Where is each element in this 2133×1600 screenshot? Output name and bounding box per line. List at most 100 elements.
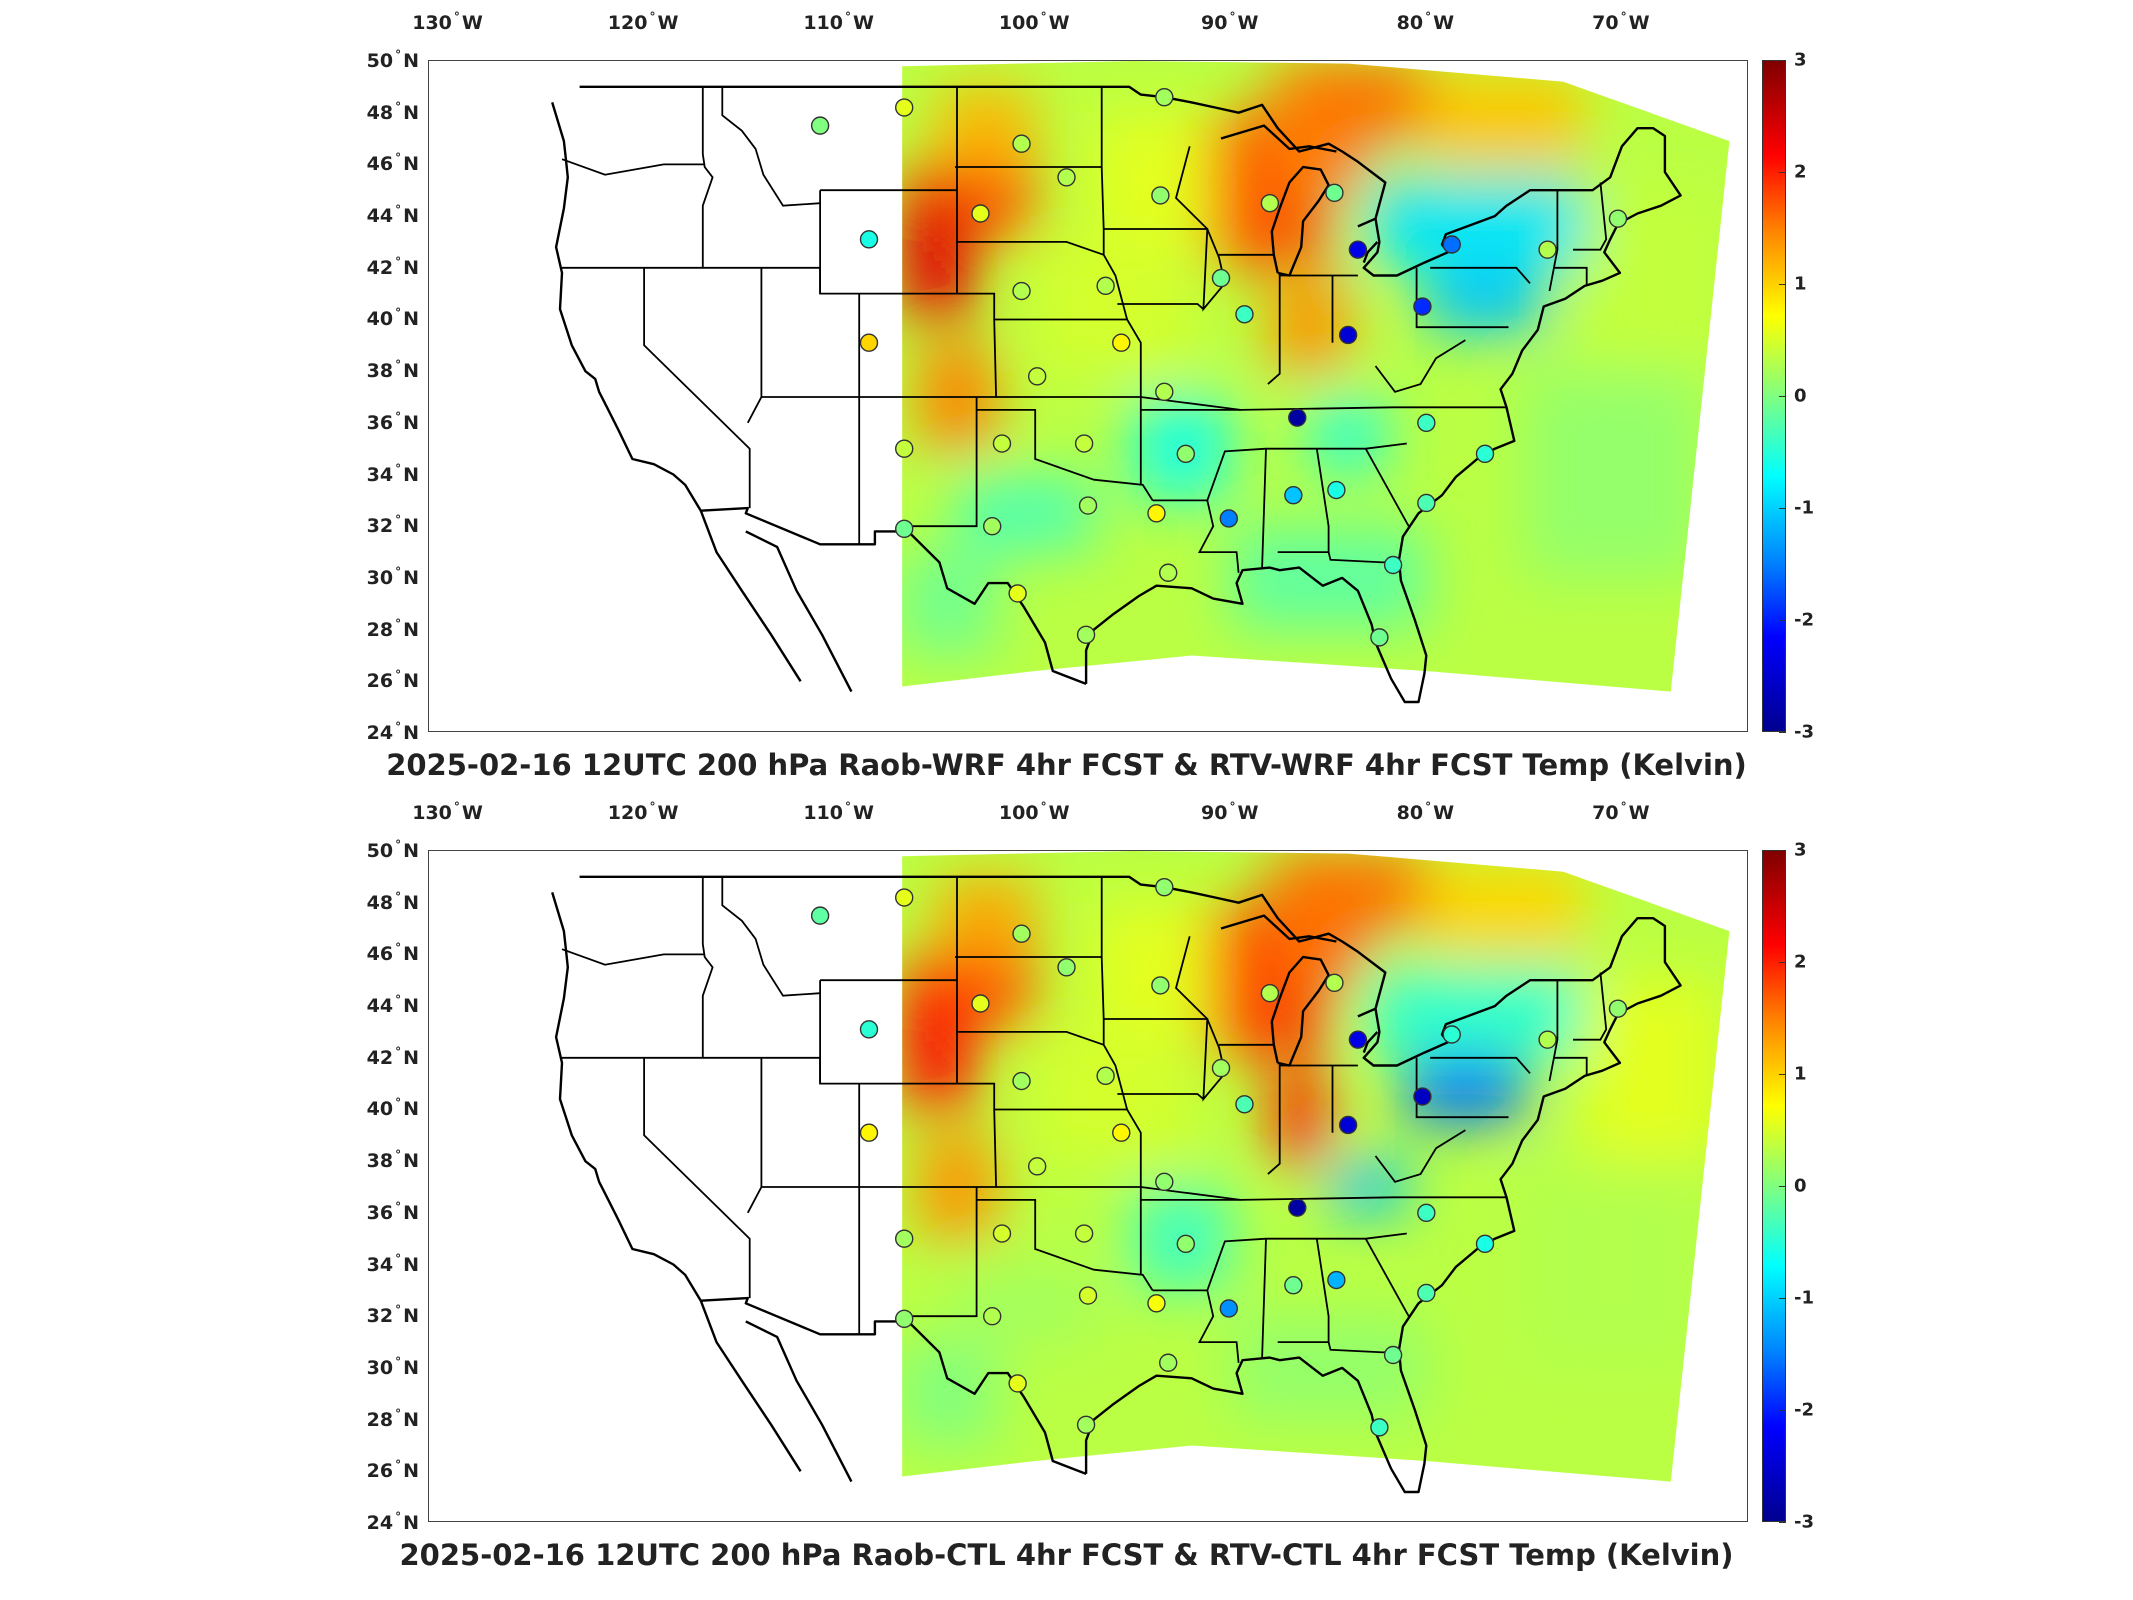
- raob-station-marker: [983, 517, 1002, 536]
- colorbar-tick-mark: [1779, 1410, 1786, 1411]
- lat-tick-label: 42 ° N: [366, 254, 419, 279]
- state-boundary: [721, 86, 821, 207]
- raob-station-marker: [1235, 1095, 1254, 1114]
- field-patch: [1582, 190, 1720, 372]
- state-boundary: [1206, 1232, 1407, 1291]
- field-patch: [902, 980, 977, 1110]
- raob-station-marker: [1260, 193, 1280, 213]
- raob-station-marker: [895, 519, 914, 539]
- raob-station-marker: [971, 994, 990, 1013]
- east-gulf-coastline: [579, 85, 1682, 704]
- lon-tick-label: 130 ° W: [412, 10, 483, 34]
- map-panel-bottom: 130 ° W 120 ° W 110 ° W 100 ° W 90 ° W 80 ° W 70 ° W 50 ° N 48 ° N…: [0, 790, 2133, 1580]
- raob-station-marker: [1327, 1270, 1346, 1290]
- raob-station-marker: [1027, 1157, 1047, 1176]
- field-patch: [902, 552, 997, 656]
- colorbar-tick-mark: [1779, 396, 1786, 397]
- raob-station-marker: [1096, 1066, 1115, 1086]
- state-boundary: [562, 266, 1128, 321]
- raob-station-marker: [1078, 496, 1098, 515]
- state-boundary: [701, 876, 714, 1058]
- raob-station-marker: [1348, 240, 1368, 259]
- field-patch: [1309, 397, 1388, 475]
- raob-station-marker: [1012, 1071, 1031, 1091]
- raob-station-marker: [1442, 1025, 1461, 1044]
- state-boundary: [561, 948, 705, 966]
- field-patch: [1328, 1161, 1407, 1213]
- lon-tick-label: 110 ° W: [803, 10, 874, 34]
- baja-coastline: [699, 510, 802, 682]
- state-boundary: [1430, 266, 1531, 284]
- raob-station-marker: [1383, 1345, 1403, 1365]
- raob-station-marker: [1284, 486, 1303, 505]
- great-lakes-shore: [1220, 124, 1337, 153]
- lat-tick-label: 38 ° N: [366, 1148, 419, 1173]
- raob-station-marker: [1155, 87, 1174, 107]
- raob-station-marker: [895, 98, 914, 117]
- state-boundary: [643, 267, 751, 509]
- field-patch: [1309, 61, 1427, 139]
- raob-station-marker: [1538, 240, 1557, 259]
- raob-station-marker: [1112, 1123, 1131, 1142]
- state-boundary: [1267, 1062, 1281, 1175]
- lon-tick-label: 80 ° W: [1396, 10, 1455, 34]
- map-panel-top: 130 ° W 120 ° W 110 ° W 100 ° W 90 ° W 80 ° W 70 ° W 50 ° N 48 ° N…: [0, 0, 2133, 790]
- state-boundary: [1573, 182, 1608, 251]
- raob-station-marker: [1211, 268, 1231, 288]
- field-patch: [1093, 902, 1212, 1032]
- raob-station-marker: [1383, 555, 1403, 575]
- colorbar-tick-mark: [1779, 60, 1786, 61]
- raob-station-marker: [1008, 1374, 1027, 1393]
- gulf-of-california-coastline: [745, 530, 853, 693]
- raob-station-marker: [992, 434, 1012, 453]
- raob-station-marker: [1338, 325, 1358, 345]
- state-boundary: [1261, 448, 1267, 568]
- raob-station-marker: [810, 906, 830, 925]
- lat-tick-label: 28 ° N: [366, 1406, 419, 1431]
- raob-station-marker: [1608, 999, 1628, 1018]
- lat-tick-label: 26 ° N: [366, 1458, 419, 1483]
- state-boundary: [1430, 1056, 1531, 1074]
- raob-station-marker: [895, 1309, 914, 1329]
- state-boundary: [1100, 876, 1142, 1275]
- colorbar-tick-label: -1: [1794, 497, 1814, 519]
- state-boundary: [1364, 448, 1410, 527]
- colorbar-tick-mark: [1779, 508, 1786, 509]
- state-boundary: [1364, 1238, 1410, 1317]
- raob-station-marker: [1057, 958, 1076, 977]
- colorbar-tick-label: 0: [1794, 385, 1807, 407]
- map-canvas: [551, 851, 1730, 1494]
- raob-station-marker: [1413, 297, 1432, 316]
- great-lakes-shore: [1220, 914, 1337, 943]
- field-patch: [1524, 371, 1701, 578]
- field-patch: [1093, 112, 1212, 242]
- raob-station-marker: [1074, 1224, 1094, 1243]
- raob-station-marker: [1288, 1198, 1307, 1217]
- field-patch: [1269, 1070, 1329, 1162]
- raob-station-marker: [1235, 305, 1254, 324]
- field-patch: [1309, 851, 1427, 929]
- field-patch: [1426, 267, 1544, 333]
- state-boundary: [976, 408, 1154, 501]
- state-boundary: [1152, 499, 1240, 573]
- state-boundary: [1374, 339, 1466, 393]
- raob-station-marker: [859, 333, 879, 352]
- field-patch: [1582, 980, 1720, 1162]
- raob-station-marker: [1288, 408, 1307, 427]
- panel-title: 2025-02-16 12UTC 200 hPa Raob-CTL 4hr FC…: [399, 1538, 1734, 1572]
- state-boundary: [993, 1109, 997, 1188]
- great-lakes-shore: [1270, 955, 1330, 1067]
- baja-coastline: [699, 1300, 802, 1472]
- raob-station-marker: [1284, 1276, 1303, 1295]
- raob-station-marker: [1155, 877, 1174, 897]
- lat-tick-label: 44 ° N: [366, 203, 419, 228]
- lon-tick-label: 130 ° W: [412, 800, 483, 824]
- raob-station-marker: [895, 439, 914, 458]
- great-lakes-shore: [1362, 241, 1379, 264]
- raob-station-marker: [1155, 1172, 1174, 1192]
- lon-tick-label: 110 ° W: [803, 800, 874, 824]
- state-boundary: [1415, 267, 1509, 329]
- lon-tick-label: 90 ° W: [1201, 800, 1259, 824]
- state-boundary: [1100, 86, 1142, 485]
- colorbar-tick-label: 2: [1794, 161, 1807, 183]
